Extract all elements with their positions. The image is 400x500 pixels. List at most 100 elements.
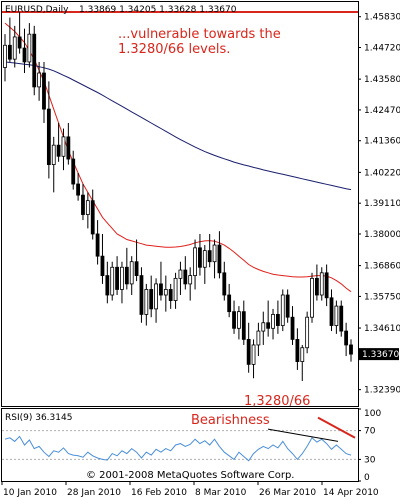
candle-body — [66, 136, 71, 160]
candle-body — [100, 255, 105, 276]
current-price-tag-layer: 1.33670 — [359, 348, 399, 361]
price-tick-label: 1.42470 — [364, 106, 400, 116]
price-tick-label: 1.36860 — [364, 262, 400, 272]
candle-body — [61, 136, 66, 157]
candle-body — [134, 261, 139, 276]
candle-body — [319, 272, 324, 296]
candle-body — [149, 289, 154, 310]
date-tick-label: 28 Jan 2010 — [67, 488, 121, 498]
bearishness-arrow — [317, 416, 356, 439]
candle-body — [168, 289, 173, 301]
rsi-label: RSI(9) 36.3145 — [5, 413, 72, 423]
candle-body — [334, 305, 339, 326]
candle-body — [212, 244, 217, 263]
candle-body — [46, 108, 51, 165]
candle-body — [314, 277, 319, 296]
price-axis: 1.45830 1.44720 1.43580 1.42470 1.41360 1.402… — [358, 13, 400, 396]
candle-body — [256, 330, 261, 346]
candle-body — [95, 233, 100, 257]
rsi-tick-label: 0 — [364, 473, 370, 483]
candle-body — [280, 294, 285, 326]
candle-body — [344, 330, 349, 346]
candle-body — [310, 277, 314, 318]
date-axis: 10 Jan 2010 28 Jan 2010 16 Feb 2010 8 Mar 2… — [1, 481, 379, 498]
price-tick-label: 1.38000 — [364, 230, 400, 240]
main-plot-frame — [1, 1, 359, 407]
candle-body — [159, 283, 163, 296]
candle-body — [193, 247, 197, 276]
candle-body — [207, 250, 212, 263]
candle-body — [241, 311, 246, 340]
candle-body — [71, 158, 76, 185]
candle-body — [115, 266, 119, 290]
candle-body — [251, 344, 256, 365]
candle-body — [232, 311, 236, 329]
candle-body — [198, 247, 202, 268]
moving-averages — [4, 22, 352, 293]
annotation-support-level: 1,3280/66 — [244, 394, 310, 409]
candle-body — [222, 272, 227, 296]
candle-body — [56, 144, 61, 157]
moving-average-fast-line — [4, 22, 352, 293]
rsi-plot-frame — [1, 408, 359, 482]
candle-body — [120, 266, 124, 290]
rsi-tick-label: 30 — [364, 455, 376, 465]
candle-body — [266, 322, 271, 329]
candle-body — [154, 283, 158, 310]
candle-body — [110, 266, 115, 296]
price-tick-label: 1.34610 — [364, 324, 400, 334]
candle-body — [188, 275, 193, 285]
candle-body — [3, 44, 7, 68]
candle-body — [183, 269, 188, 285]
candle-body — [22, 47, 27, 63]
candle-body — [271, 314, 275, 329]
symbol-label: EURUSD,Daily — [5, 5, 69, 15]
candle-body — [290, 316, 295, 340]
candle-body — [227, 294, 232, 313]
candle-body — [129, 261, 134, 285]
candle-body — [339, 305, 344, 332]
rsi-axis: 100 70 30 0 — [358, 408, 381, 483]
candle-body — [32, 33, 37, 88]
candle-body — [37, 72, 42, 88]
candle-body — [329, 297, 334, 326]
candle-body — [144, 289, 149, 315]
candle-body — [276, 314, 280, 326]
rsi-tick-label: 70 — [364, 427, 376, 437]
price-tick-label: 1.40220 — [364, 168, 400, 178]
candle-body — [324, 272, 329, 299]
candle-body — [27, 33, 32, 63]
price-tick-label: 1.41360 — [364, 137, 400, 147]
candle-body — [246, 339, 251, 365]
candle-body — [42, 72, 46, 110]
date-tick-label: 14 Apr 2010 — [323, 488, 379, 498]
candle-body — [217, 244, 222, 274]
candlesticks — [3, 11, 353, 382]
candle-body — [349, 344, 353, 355]
candle-body — [300, 347, 305, 363]
price-tick-label: 1.44720 — [364, 44, 400, 54]
candle-body — [237, 311, 241, 329]
price-tick-label: 1.45830 — [364, 13, 400, 23]
moving-average-slow-line — [4, 61, 352, 191]
rsi-trendline — [267, 428, 339, 442]
candle-body — [124, 266, 129, 285]
ohlc-values: 1.33869 1.34205 1.33628 1.33670 — [79, 5, 237, 15]
annotation-vulnerable-line1: ...vulnerable towards the — [118, 27, 281, 42]
rsi-layer — [2, 416, 358, 462]
date-tick-label: 16 Feb 2010 — [131, 488, 187, 498]
annotation-bearishness: Bearishness — [191, 413, 270, 428]
candle-body — [7, 44, 12, 60]
candle-body — [305, 316, 310, 349]
candle-body — [90, 200, 95, 235]
current-price-tag — [359, 348, 399, 361]
date-tick-label: 10 Jan 2010 — [3, 488, 57, 498]
price-tick-label: 1.32390 — [364, 386, 400, 396]
candle-body — [51, 144, 56, 165]
candle-body — [178, 269, 183, 279]
candle-body — [139, 275, 144, 315]
rsi-line — [4, 435, 352, 462]
candle-body — [76, 183, 80, 196]
